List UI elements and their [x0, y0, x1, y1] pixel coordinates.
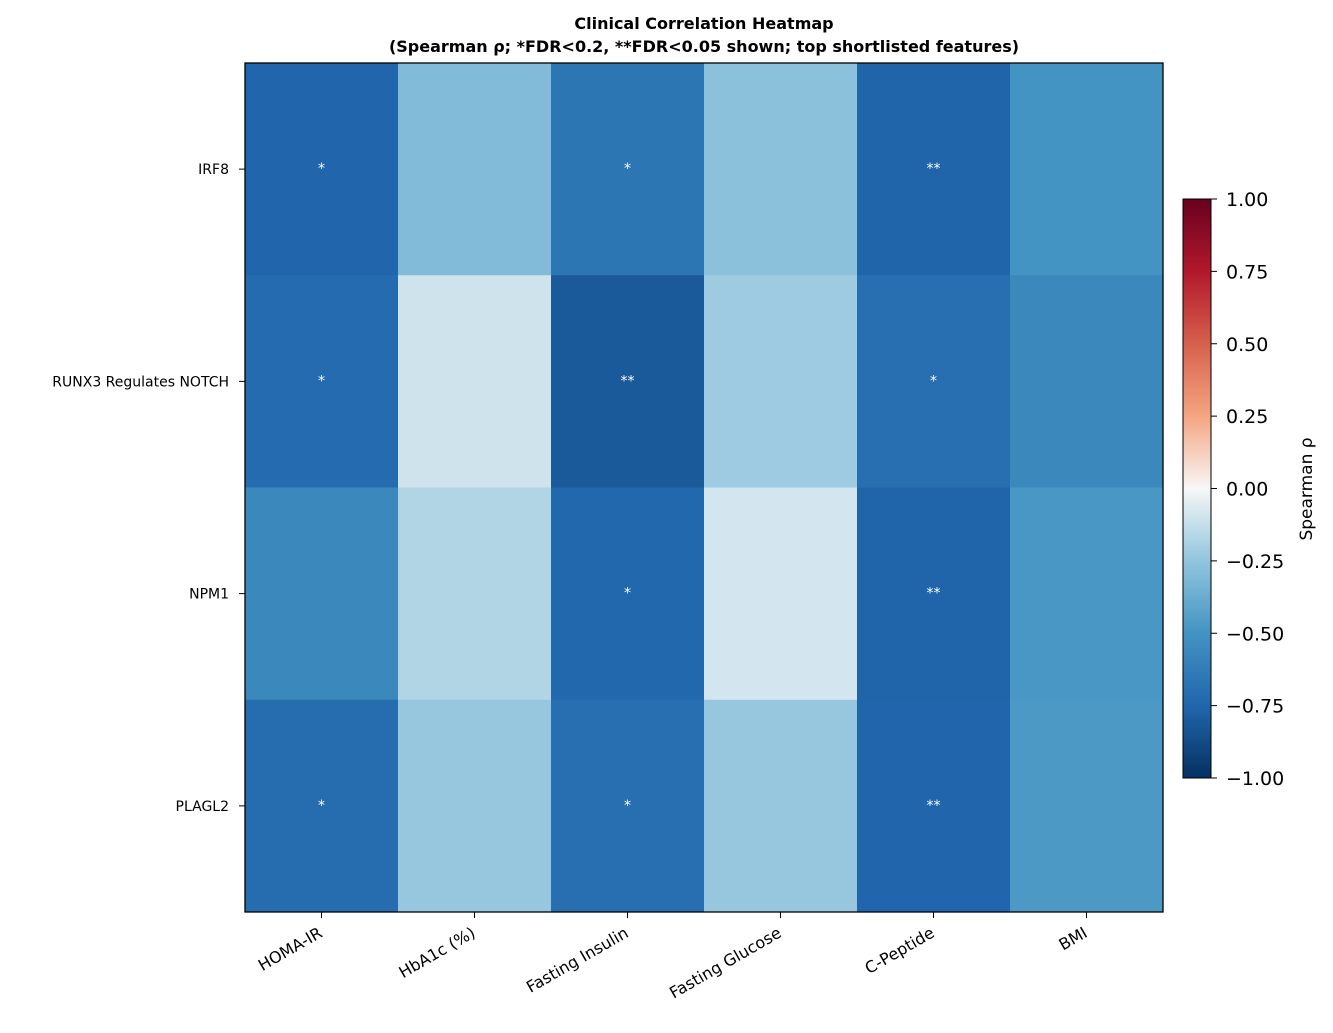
row-label-npm1: NPM1 [189, 587, 229, 603]
significance-marker: ** [927, 798, 941, 814]
significance-marker: ** [927, 586, 941, 602]
significance-marker: * [624, 586, 631, 602]
heatmap-cell-npm1-hba1c [398, 487, 552, 701]
significance-marker: ** [927, 161, 941, 177]
heatmap-cell-npm1-fasting-glucose [704, 487, 858, 701]
significance-marker: * [318, 798, 325, 814]
heatmap-cell-runx3-regulates-notch-hba1c [398, 275, 552, 488]
heatmap-cell-plagl2-fasting-glucose [704, 699, 858, 913]
heatmap-cell-plagl2-homa-ir [245, 699, 399, 913]
significance-marker: * [318, 373, 325, 389]
colorbar-tick-label: −1.00 [1226, 768, 1284, 790]
heatmap-cell-runx3-regulates-notch-fasting-insulin [551, 275, 705, 488]
significance-marker: ** [621, 373, 635, 389]
heatmap-cell-irf8-hba1c [398, 63, 552, 276]
heatmap-cell-runx3-regulates-notch-c-peptide [857, 275, 1011, 488]
significance-marker: * [318, 161, 325, 177]
column-label-bmi: BMI [1055, 923, 1090, 954]
heatmap-cell-npm1-fasting-insulin [551, 487, 705, 701]
heatmap-cell-plagl2-bmi [1010, 699, 1164, 913]
plot-frame [244, 62, 1164, 913]
heatmap-cell-plagl2-hba1c [398, 699, 552, 913]
heatmap-cell-npm1-homa-ir [245, 487, 399, 701]
heatmap-cell-irf8-bmi [1010, 63, 1164, 276]
heatmap-cell-irf8-fasting-insulin [551, 63, 705, 276]
heatmap-cell-irf8-homa-ir [245, 63, 399, 276]
row-tick-labels: IRF8 RUNX3 Regulates NOTCH NPM1 PLAGL2 [52, 162, 245, 815]
heatmap-annotations: * * *** ** ** *** * ** [318, 161, 941, 814]
colorbar-tick-label: 0.00 [1226, 479, 1268, 501]
column-label-fasting-glucose: Fasting Glucose [666, 923, 784, 1002]
heatmap-cell-npm1-c-peptide [857, 487, 1011, 701]
heatmap-cell-plagl2-fasting-insulin [551, 699, 705, 913]
colorbar-tick-label: −0.25 [1226, 551, 1284, 573]
column-label-homa-ir: HOMA-IR [255, 923, 326, 975]
chart-subtitle: (Spearman ρ; *FDR<0.2, **FDR<0.05 shown;… [389, 37, 1019, 56]
chart-title: Clinical Correlation Heatmap [574, 14, 833, 33]
heatmap-cell-runx3-regulates-notch-bmi [1010, 275, 1164, 488]
heatmap-cell-irf8-c-peptide [857, 63, 1011, 276]
colorbar-ticks: 1.00 0.75 0.50 0.25 0.00 −0.25 −0.50 −0.75 −1.00 [1211, 189, 1284, 790]
colorbar-tick-label: −0.75 [1226, 696, 1284, 718]
heatmap-cells [245, 63, 1164, 913]
colorbar [1182, 198, 1212, 779]
heatmap-cell-runx3-regulates-notch-fasting-glucose [704, 275, 858, 488]
colorbar-tick-label: 0.75 [1226, 261, 1268, 283]
heatmap-cell-npm1-bmi [1010, 487, 1164, 701]
significance-marker: * [624, 798, 631, 814]
row-label-irf8: IRF8 [198, 162, 229, 178]
heatmap-cell-plagl2-c-peptide [857, 699, 1011, 913]
column-tick-labels: HOMA-IR HbA1c (%) Fasting Insulin Fasting G… [255, 912, 1091, 1002]
column-label-hba1c: HbA1c (%) [395, 923, 478, 982]
column-label-c-peptide: C-Peptide [862, 923, 938, 978]
heatmap-cell-irf8-fasting-glucose [704, 63, 858, 276]
colorbar-tick-label: 0.25 [1226, 406, 1268, 428]
colorbar-tick-label: −0.50 [1226, 623, 1284, 645]
heatmap-cell-runx3-regulates-notch-homa-ir [245, 275, 399, 488]
row-label-runx3-regulates-notch: RUNX3 Regulates NOTCH [52, 374, 229, 390]
significance-marker: * [930, 373, 937, 389]
column-label-fasting-insulin: Fasting Insulin [523, 923, 632, 997]
colorbar-tick-label: 1.00 [1226, 189, 1268, 211]
significance-marker: * [624, 161, 631, 177]
colorbar-label: Spearman ρ [1297, 437, 1317, 540]
row-label-plagl2: PLAGL2 [176, 799, 229, 815]
colorbar-tick-label: 0.50 [1226, 334, 1268, 356]
